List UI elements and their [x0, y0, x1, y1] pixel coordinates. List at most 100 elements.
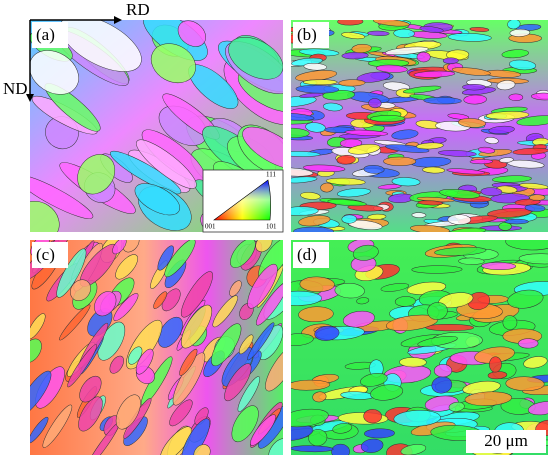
grain [419, 26, 444, 33]
grain [30, 338, 42, 363]
grain [291, 95, 317, 108]
grain [485, 111, 530, 120]
grain [469, 27, 490, 32]
grain [448, 401, 465, 412]
grain [523, 356, 548, 369]
grain [367, 213, 387, 220]
grain [343, 310, 375, 328]
grain [211, 323, 242, 367]
grain [462, 83, 486, 91]
grain [385, 144, 430, 153]
grain [417, 200, 443, 206]
ipf-label: 001 [205, 223, 216, 231]
ipf-label: 111 [266, 171, 276, 179]
grain [451, 67, 491, 76]
grain [393, 28, 415, 38]
grain [341, 32, 366, 40]
grain [336, 188, 371, 198]
grains [30, 20, 548, 455]
grain [70, 279, 91, 301]
grain [360, 373, 388, 387]
grain [322, 102, 343, 112]
grain [411, 212, 427, 218]
grain [179, 348, 198, 376]
grain [122, 240, 140, 253]
grain [369, 115, 406, 123]
grain [530, 92, 548, 101]
grain [302, 164, 346, 172]
label-box [293, 242, 329, 268]
grain [464, 391, 512, 406]
grain [488, 125, 515, 134]
grain [337, 20, 364, 26]
grain [78, 396, 103, 432]
grain [487, 208, 532, 218]
grain [30, 201, 60, 232]
grain [228, 36, 283, 80]
grain [391, 177, 421, 187]
grain [478, 146, 496, 154]
grain [373, 20, 410, 27]
grain [291, 379, 331, 391]
grain [394, 296, 416, 307]
grain [391, 129, 419, 140]
grain [492, 175, 532, 183]
grain [457, 118, 486, 128]
grain [496, 80, 516, 91]
grain [376, 64, 408, 73]
rd-label: RD [126, 0, 150, 19]
grain [79, 375, 102, 403]
grain [509, 28, 531, 37]
grain [458, 257, 485, 265]
grain [413, 70, 456, 78]
grain [338, 79, 366, 87]
grain [299, 92, 324, 98]
grain [77, 154, 116, 195]
grain [94, 291, 117, 317]
grain [433, 364, 453, 378]
grain [422, 166, 446, 174]
grain [336, 154, 356, 165]
grain [423, 97, 462, 105]
grain [67, 344, 97, 388]
grain [356, 297, 370, 305]
grain [256, 282, 283, 326]
grain [499, 157, 514, 163]
grain [364, 428, 395, 439]
grain [158, 316, 183, 348]
grain [231, 405, 259, 443]
grain [265, 345, 283, 392]
grain [370, 384, 404, 401]
grain [157, 245, 174, 271]
grain [518, 253, 548, 265]
grain [291, 151, 321, 157]
grain [327, 199, 367, 207]
grain [112, 240, 127, 255]
grain [332, 423, 353, 434]
grain [298, 306, 334, 323]
grain [507, 159, 545, 169]
grain [347, 143, 381, 155]
grain [481, 262, 517, 271]
label-box [293, 22, 329, 48]
grain [383, 156, 417, 166]
grain [30, 50, 79, 95]
grain [469, 159, 493, 165]
grain [314, 325, 340, 341]
grain [291, 127, 310, 139]
nd-arrowhead [26, 94, 34, 102]
scale-bar-label: 20 μm [484, 431, 528, 450]
grain [242, 126, 283, 170]
grain [480, 187, 503, 197]
grain [291, 333, 314, 346]
grain [339, 138, 363, 148]
grain [295, 85, 340, 94]
grain [377, 184, 402, 190]
grain [446, 168, 485, 175]
grain [367, 30, 390, 36]
grain [180, 271, 213, 318]
grain [363, 409, 382, 424]
grain [325, 177, 366, 186]
label-box [32, 22, 68, 48]
grain [291, 290, 322, 306]
